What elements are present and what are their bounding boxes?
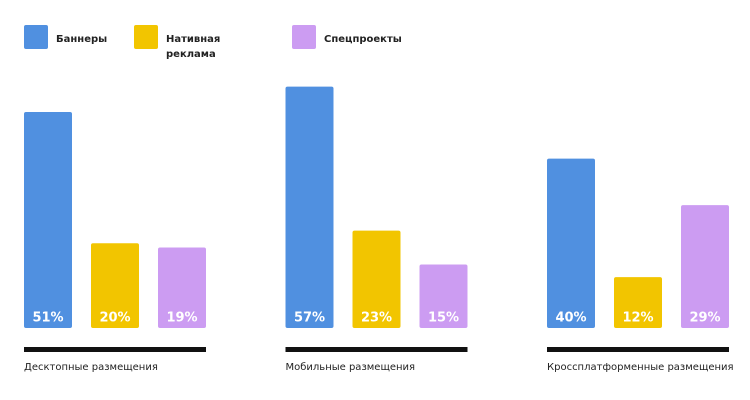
value-label: 23%: [361, 311, 392, 326]
bar: [614, 277, 662, 328]
value-label: 51%: [32, 311, 63, 326]
bar: [352, 230, 401, 328]
group-baseline: [24, 347, 206, 352]
legend-swatch: [134, 25, 158, 49]
value-label: 19%: [166, 311, 197, 326]
category-label: Кроссплатформенные размещения: [547, 362, 734, 373]
value-label: 12%: [622, 311, 653, 326]
category-label: Мобильные размещения: [286, 362, 416, 373]
legend-label: Нативная реклама: [166, 34, 221, 60]
legend-swatch: [292, 25, 316, 49]
value-label: 15%: [428, 311, 459, 326]
legend-label: Спецпроекты: [324, 34, 402, 45]
bar: [419, 264, 468, 328]
legend-swatch: [24, 25, 48, 49]
legend-label: Баннеры: [56, 34, 108, 45]
bar: [285, 86, 334, 328]
bar: [681, 205, 729, 328]
group-baseline: [547, 347, 729, 352]
group-baseline: [285, 347, 468, 352]
category-label: Десктопные размещения: [24, 362, 158, 373]
value-label: 40%: [555, 311, 586, 326]
value-label: 57%: [294, 311, 325, 326]
bar: [547, 158, 595, 328]
legend-item: Баннеры: [24, 25, 116, 49]
legend-item: Нативная реклама: [134, 25, 226, 62]
bar: [24, 112, 72, 328]
legend-item: Спецпроекты: [292, 25, 402, 49]
value-label: 29%: [689, 311, 720, 326]
bar: [91, 243, 139, 328]
bar: [158, 247, 206, 328]
value-label: 20%: [99, 311, 130, 326]
